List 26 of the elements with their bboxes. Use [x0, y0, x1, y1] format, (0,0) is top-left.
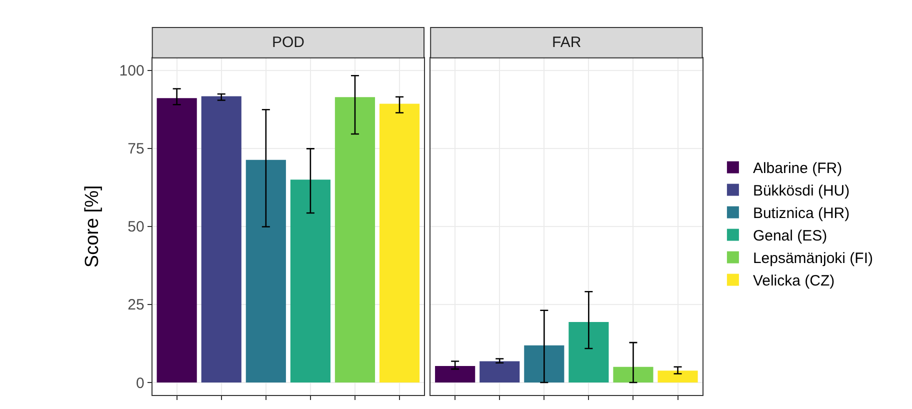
bar — [379, 104, 420, 383]
bar — [334, 97, 376, 383]
bar — [201, 96, 242, 383]
y-axis-title: Score [%] — [82, 185, 104, 268]
legend-label: Albarine (FR) — [752, 160, 842, 178]
bar — [156, 98, 197, 383]
x-tick-label: POD — [272, 34, 305, 51]
x-tick-label: FAR — [552, 34, 582, 51]
legend-label: Velicka (CZ) — [752, 272, 835, 290]
legend-label: Butiznica (HR) — [752, 205, 850, 222]
legend-label: Lepsämänjoki (FI) — [752, 250, 873, 268]
y-tick-label: 100 — [119, 62, 144, 80]
legend-label: Bükkösdi (HU) — [752, 182, 850, 200]
bar — [658, 370, 698, 383]
bar — [290, 180, 330, 383]
bar — [524, 345, 564, 383]
bar — [480, 361, 520, 383]
y-tick-label: 50 — [128, 218, 144, 236]
y-tick-label: 25 — [128, 296, 144, 314]
bar — [435, 366, 476, 383]
legend-label: Genal (ES) — [752, 228, 828, 245]
bar — [246, 160, 286, 383]
y-tick-label: 75 — [128, 140, 144, 158]
bar — [613, 366, 654, 383]
y-tick-label: 0 — [136, 374, 144, 392]
bar — [568, 322, 609, 383]
